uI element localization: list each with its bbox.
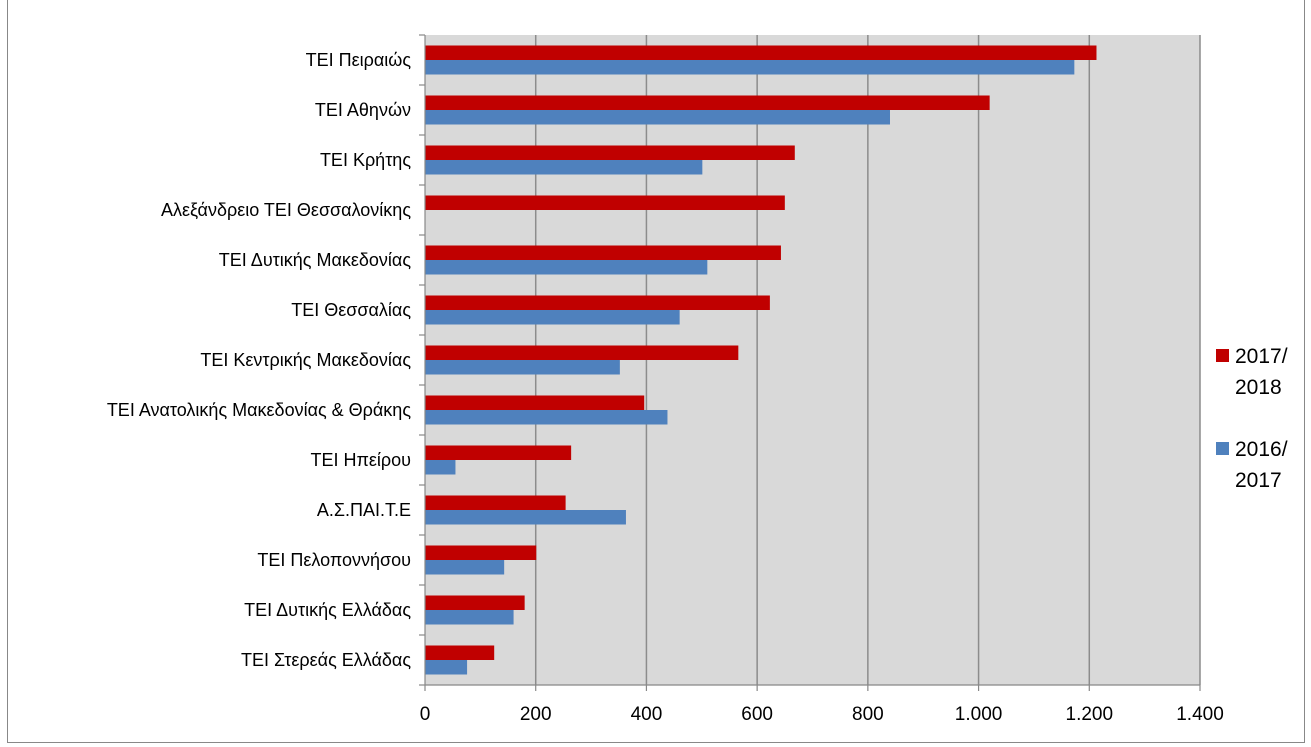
legend-swatch	[1216, 349, 1229, 362]
bar-20172018-6	[425, 345, 739, 360]
x-tick-label: 600	[741, 704, 773, 725]
bar-20172018-4	[425, 245, 781, 260]
category-label: ΤΕΙ Πειραιώς	[306, 50, 412, 70]
category-labels: ΤΕΙ Πειραιώς ΤΕΙ Αθηνών ΤΕΙ Κρήτης Αλεξάνδρ…	[107, 50, 412, 670]
bars	[425, 45, 1097, 675]
x-tick-label: 200	[520, 704, 552, 725]
category-label: Α.Σ.ΠΑΙ.Τ.Ε	[317, 500, 411, 520]
bar-20162017-6	[425, 360, 620, 375]
bar-20172018-5	[425, 295, 770, 310]
bar-20162017-0	[425, 60, 1075, 75]
bar-20162017-4	[425, 260, 708, 275]
bar-20172018-12	[425, 645, 495, 660]
category-label: ΤΕΙ Αθηνών	[315, 100, 411, 120]
x-tick-label: 0	[420, 704, 431, 725]
bar-20172018-2	[425, 145, 795, 160]
bar-20172018-11	[425, 595, 525, 610]
category-label: ΤΕΙ Κρήτης	[320, 150, 411, 170]
x-tick-label: 1.200	[1066, 704, 1114, 725]
bar-20172018-0	[425, 45, 1097, 60]
bar-20162017-8	[425, 460, 456, 475]
category-label: ΤΕΙ Ηπείρου	[310, 450, 411, 470]
category-label: ΤΕΙ Δυτικής Μακεδονίας	[219, 250, 412, 270]
bar-20162017-11	[425, 610, 514, 625]
category-label: ΤΕΙ Ανατολικής Μακεδονίας & Θράκης	[107, 400, 412, 420]
bar-20162017-10	[425, 560, 505, 575]
bar-20162017-12	[425, 660, 468, 675]
legend-label: 2018	[1235, 376, 1282, 399]
bar-20172018-1	[425, 95, 990, 110]
axes	[419, 34, 1201, 691]
x-tick-label: 1.400	[1176, 704, 1224, 725]
bar-20162017-5	[425, 310, 680, 325]
category-label: ΤΕΙ Θεσσαλίας	[291, 300, 411, 320]
x-tick-label: 400	[631, 704, 663, 725]
legend-label: 2017	[1235, 469, 1282, 492]
legend-label: 2016/	[1235, 438, 1288, 461]
category-label: ΤΕΙ Πελοποννήσου	[257, 550, 411, 570]
category-label: ΤΕΙ Στερεάς Ελλάδας	[241, 650, 411, 670]
category-label: ΤΕΙ Δυτικής Ελλάδας	[244, 600, 411, 620]
bar-20172018-7	[425, 395, 645, 410]
bar-20162017-2	[425, 160, 703, 175]
bar-20162017-7	[425, 410, 668, 425]
x-tick-labels: 0 200 400 600 800 1.000 1.200 1.400	[420, 704, 1224, 725]
x-tick-label: 800	[852, 704, 884, 725]
bar-20172018-10	[425, 545, 537, 560]
legend: 2017/2018 2016/2017	[1216, 345, 1288, 492]
x-tick-label: 1.000	[955, 704, 1003, 725]
category-label: Αλεξάνδρειο ΤΕΙ Θεσσαλονίκης	[161, 200, 411, 220]
bar-20172018-9	[425, 495, 566, 510]
bar-20162017-9	[425, 510, 626, 525]
legend-swatch	[1216, 442, 1229, 455]
bar-20172018-3	[425, 195, 785, 210]
legend-label: 2017/	[1235, 345, 1288, 368]
bar-20172018-8	[425, 445, 572, 460]
category-label: ΤΕΙ Κεντρικής Μακεδονίας	[200, 350, 411, 370]
bar-20162017-1	[425, 110, 890, 125]
